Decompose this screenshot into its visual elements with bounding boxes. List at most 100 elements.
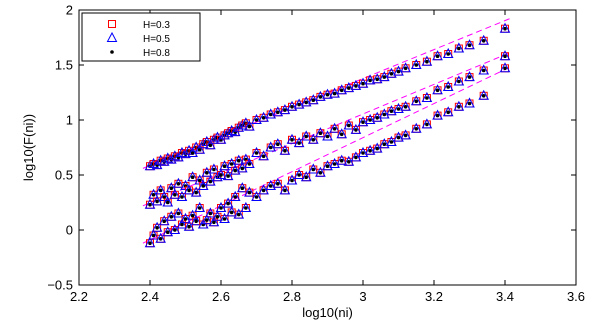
marker-h05 (432, 109, 443, 120)
marker-h05 (173, 207, 184, 218)
data-point (343, 119, 355, 130)
marker-h08 (457, 46, 461, 51)
data-point (453, 42, 465, 53)
marker-h08 (208, 211, 213, 216)
marker-h08 (190, 151, 195, 155)
marker-h05 (272, 138, 284, 149)
marker-h05 (205, 207, 216, 218)
marker-h05 (272, 106, 284, 117)
marker-h05 (293, 168, 305, 179)
data-point (244, 186, 255, 197)
x-tick-label: 3.2 (425, 289, 443, 304)
marker-h05 (400, 100, 411, 111)
marker-h05 (286, 100, 298, 111)
y-tick-label: 1 (66, 113, 73, 128)
marker-h08 (354, 155, 358, 160)
marker-h08 (162, 219, 166, 223)
data-point (400, 129, 411, 140)
data-point (183, 220, 195, 231)
data-point (307, 133, 319, 144)
data-point (378, 71, 390, 82)
data-point (350, 123, 362, 134)
marker-h05 (279, 184, 291, 195)
marker-h05 (229, 164, 241, 175)
marker-h05 (300, 171, 312, 182)
marker-h05 (357, 116, 369, 127)
data-point (410, 95, 422, 106)
marker-h08 (503, 54, 507, 58)
marker-h05 (265, 179, 277, 190)
marker-h05 (272, 177, 284, 188)
marker-h05 (393, 131, 404, 142)
marker-h05 (187, 171, 198, 182)
marker-h08 (361, 120, 365, 124)
marker-h08 (467, 43, 472, 47)
marker-h08 (205, 218, 209, 222)
marker-h05 (336, 154, 348, 165)
marker-h08 (297, 102, 301, 107)
marker-h08 (215, 215, 220, 219)
marker-h05 (222, 197, 234, 208)
marker-h05 (315, 166, 326, 177)
marker-h05 (251, 146, 262, 157)
data-point (432, 50, 443, 61)
marker-h08 (219, 173, 223, 177)
marker-h08 (347, 160, 351, 164)
marker-h08 (297, 173, 301, 177)
data-point (215, 168, 227, 179)
data-point (499, 50, 511, 61)
marker-h08 (222, 217, 227, 221)
data-point (205, 207, 216, 218)
data-point (219, 212, 230, 223)
marker-h08 (403, 66, 408, 71)
marker-h08 (457, 79, 461, 84)
data-point (222, 197, 234, 208)
data-point (478, 34, 490, 45)
marker-h08 (169, 215, 174, 219)
data-point (190, 186, 202, 197)
data-point (265, 179, 277, 190)
marker-h05 (258, 111, 269, 122)
marker-h08 (148, 202, 152, 207)
marker-h05 (222, 127, 234, 138)
marker-h08 (389, 109, 394, 113)
y-tick-label: 0.5 (55, 168, 73, 183)
marker-h08 (481, 68, 486, 73)
marker-h05 (322, 130, 333, 141)
marker-h08 (236, 212, 241, 217)
legend-square-icon (108, 20, 116, 28)
plot-frame (78, 9, 577, 286)
data-point (357, 77, 369, 88)
marker-h08 (361, 81, 365, 86)
data-point (222, 170, 234, 181)
marker-h05 (208, 163, 220, 174)
marker-h05 (315, 90, 326, 101)
marker-h08 (318, 171, 323, 175)
marker-h08 (425, 59, 429, 64)
marker-h05 (144, 160, 156, 171)
data-point (208, 163, 220, 174)
marker-h05 (180, 148, 191, 159)
marker-h05 (173, 177, 184, 188)
marker-h05 (300, 96, 312, 107)
data-point (229, 190, 241, 201)
marker-h08 (414, 99, 419, 104)
marker-h08 (268, 184, 273, 188)
marker-h08 (276, 182, 280, 186)
marker-h08 (304, 175, 309, 179)
marker-h08 (197, 178, 202, 183)
marker-h08 (247, 162, 252, 166)
x-tick-label: 2.2 (70, 289, 88, 304)
data-point (410, 58, 422, 69)
marker-h05 (205, 139, 216, 150)
data-point (279, 144, 291, 155)
marker-h05 (155, 232, 166, 243)
marker-h08 (219, 206, 223, 210)
marker-h08 (375, 146, 380, 151)
marker-h08 (197, 147, 202, 152)
marker-h08 (368, 149, 372, 153)
marker-h08 (368, 118, 372, 122)
marker-h05 (183, 220, 195, 231)
data-point (244, 157, 255, 168)
